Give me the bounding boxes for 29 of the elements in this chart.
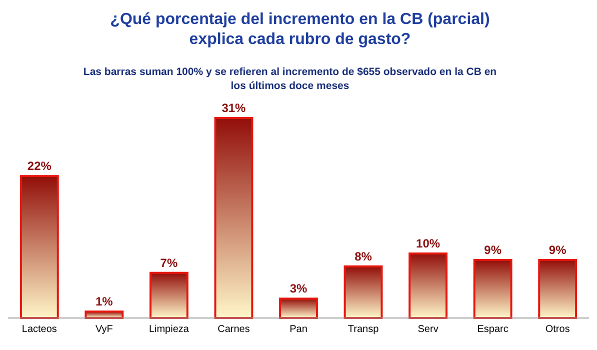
- bar: [279, 298, 318, 319]
- chart-title: ¿Qué porcentaje del incremento en la CB (parcial) explica cada rubro de gasto?: [110, 11, 490, 48]
- chart-subtitle: Las barras suman 100% y se refieren al incremento de $655 observado en la CB en los últimos doce meses: [83, 66, 497, 92]
- bar: [20, 175, 59, 319]
- bar: [344, 265, 383, 319]
- bar: [408, 252, 448, 319]
- data-label: 8%: [354, 249, 372, 264]
- data-label: 9%: [484, 242, 502, 257]
- x-tick-label: Lacteos: [22, 324, 57, 335]
- bar: [214, 117, 254, 319]
- data-label: 1%: [96, 294, 114, 309]
- data-label: 7%: [160, 256, 178, 270]
- x-tick-label: Pan: [290, 324, 308, 335]
- data-label: 3%: [290, 282, 308, 296]
- bar: [149, 272, 188, 319]
- x-tick-label: Esparc: [477, 324, 508, 335]
- data-label: 9%: [548, 242, 567, 257]
- x-tick-label: Otros: [545, 324, 570, 335]
- bar: [473, 258, 512, 319]
- data-label: 31%: [222, 101, 246, 115]
- data-label: 22%: [27, 159, 52, 174]
- data-label: 10%: [416, 236, 440, 250]
- bar: [84, 310, 124, 319]
- x-tick-label: Serv: [418, 324, 438, 335]
- x-tick-label: VyF: [95, 324, 113, 335]
- x-tick-label: Limpieza: [148, 324, 190, 335]
- bar: [538, 258, 578, 319]
- x-tick-label: Carnes: [218, 324, 250, 335]
- x-tick-label: Transp: [348, 324, 380, 335]
